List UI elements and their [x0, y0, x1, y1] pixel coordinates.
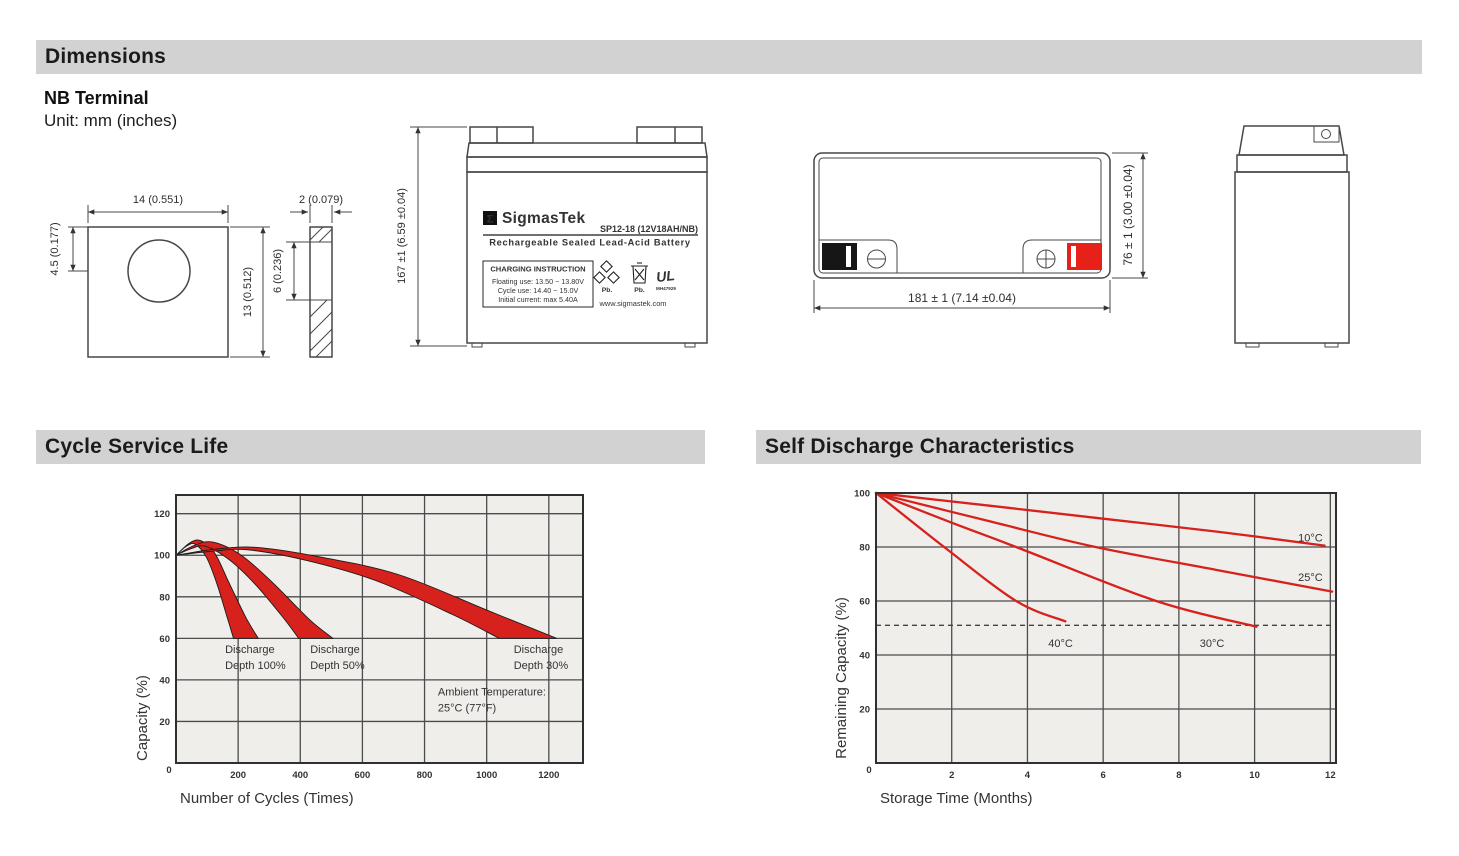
- series-label: 30°C: [1200, 638, 1225, 650]
- x-axis-title: Number of Cycles (Times): [180, 790, 354, 807]
- y-tick-label: 120: [154, 509, 170, 520]
- y-axis-title: Capacity (%): [134, 675, 151, 761]
- y-tick-label: 100: [854, 489, 870, 500]
- self-discharge-header: Self Discharge Characteristics: [756, 430, 1421, 464]
- x-axis-title: Storage Time (Months): [880, 790, 1033, 807]
- series-line-30-c: [874, 491, 1258, 628]
- plot-border: [875, 492, 1337, 764]
- series-line-40-c: [874, 491, 1067, 623]
- chart-annotation: Depth 100%: [225, 660, 286, 672]
- terminal-inner-height-dim: 6 (0.236): [272, 249, 284, 293]
- x-tick-label: 1200: [538, 770, 559, 781]
- charging-line1: Floating use: 13.50 ~ 13.80V: [492, 277, 584, 286]
- series-line-10-c: [874, 491, 1326, 547]
- y-tick-label: 20: [159, 717, 170, 728]
- chart-annotation: 25°C (77°F): [438, 702, 496, 714]
- battery-body: [466, 171, 708, 344]
- y-tick-label: 80: [159, 592, 170, 603]
- y-tick-label: 20: [859, 705, 870, 716]
- charging-line3: Initial current: max 5.40A: [498, 295, 578, 304]
- battery-label: Σ SigmasTek SP12-18 (12V18AH/NB) Recharg…: [482, 210, 698, 308]
- top-view-depth-dim: 76 ± 1 (3.00 ±0.04): [1121, 164, 1135, 265]
- x-tick-label: 0: [866, 765, 871, 776]
- terminal-detail-drawing: 14 (0.551) 4.5 (0.177) 13 (0.512) 2 (0.0…: [49, 194, 352, 358]
- y-tick-label: 60: [159, 634, 170, 645]
- band-discharge-depth-50-: [175, 541, 335, 639]
- plot-area: [876, 493, 1336, 763]
- x-tick-label: 10: [1249, 770, 1260, 781]
- charging-line2: Cycle use: 14.40 ~ 15.0V: [498, 286, 579, 295]
- y-tick-label: 100: [154, 551, 170, 562]
- x-tick-label: 800: [417, 770, 433, 781]
- battery-top-view: 181 ± 1 (7.14 ±0.04) 76 ± 1 (3.00 ±0.04): [813, 152, 1148, 313]
- series-label: 25°C: [1298, 572, 1323, 584]
- x-tick-label: 600: [354, 770, 370, 781]
- x-tick-label: 12: [1325, 770, 1336, 781]
- battery-height-dim: 167 ±1 (6.59 ±0.04): [396, 188, 408, 284]
- chart-annotation: Discharge: [225, 644, 275, 656]
- self-discharge-chart: 10°C 25°C 30°C 40°C 0 2 4 6 8 10 12 20 40 60 80 100 Stor…: [833, 489, 1337, 807]
- negative-terminal: [822, 243, 857, 270]
- pb-trash-label: Pb.: [634, 287, 645, 294]
- x-tick-label: 8: [1176, 770, 1181, 781]
- x-tick-label: 4: [1025, 770, 1031, 781]
- model-number: SP12-18 (12V18AH/NB): [600, 224, 698, 234]
- series-label: 40°C: [1048, 638, 1073, 650]
- series-label: 10°C: [1298, 533, 1323, 545]
- band-discharge-depth-30-: [175, 546, 557, 639]
- cycle-service-life-header: Cycle Service Life: [36, 430, 705, 464]
- terminal-front-face: [87, 226, 229, 358]
- y-tick-label: 40: [859, 651, 870, 662]
- battery-front-view: 167 ±1 (6.59 ±0.04) Σ SigmasTek SP12-18 …: [396, 126, 708, 348]
- unit-note: Unit: mm (inches): [44, 111, 178, 130]
- recycle-pb-icon: [593, 260, 620, 284]
- chart-annotation: Discharge: [514, 644, 564, 656]
- y-axis-title: Remaining Capacity (%): [833, 597, 850, 759]
- cycle-service-life-chart: 0 200 400 600 800 1000 1200 20 40 60 80 100 120 Disch…: [134, 494, 584, 807]
- y-tick-label: 80: [859, 543, 870, 554]
- x-tick-label: 6: [1101, 770, 1106, 781]
- x-tick-label: 2: [949, 770, 954, 781]
- x-tick-label: 0: [166, 765, 171, 776]
- chart-annotation: Ambient Temperature:: [438, 686, 546, 698]
- terminal-hole-offset-dim: 4.5 (0.177): [49, 222, 61, 275]
- series-line-25-c: [874, 491, 1334, 593]
- terminal-hole: [127, 239, 191, 303]
- charging-instruction-box: [482, 260, 594, 308]
- battery-side-view: [1234, 125, 1350, 348]
- website-text: www.sigmastek.com: [599, 299, 667, 308]
- y-tick-label: 60: [859, 597, 870, 608]
- brand-name: SigmasTek: [502, 210, 585, 227]
- chart-annotation: Depth 30%: [514, 660, 569, 672]
- battery-type-line: Rechargeable Sealed Lead-Acid Battery: [489, 238, 691, 248]
- x-tick-label: 1000: [476, 770, 497, 781]
- plot-border: [175, 494, 584, 764]
- charging-title: CHARGING INSTRUCTION: [490, 265, 585, 274]
- y-tick-label: 40: [159, 675, 170, 686]
- terminal-height-dim: 13 (0.512): [242, 267, 254, 317]
- x-tick-label: 400: [292, 770, 308, 781]
- ul-code: MH47929: [656, 286, 676, 291]
- terminal-side-slice: [309, 226, 333, 358]
- battery-cap: [466, 142, 708, 158]
- top-view-width-dim: 181 ± 1 (7.14 ±0.04): [908, 291, 1016, 305]
- battery-lid: [466, 156, 708, 173]
- ul-mark-icon: UL: [655, 267, 675, 285]
- pb-recycle-label: Pb.: [602, 287, 613, 294]
- chart-annotation: Discharge: [310, 644, 360, 656]
- terminal-width-dim: 14 (0.551): [133, 194, 183, 206]
- terminal-thickness-dim: 2 (0.079): [299, 194, 343, 206]
- nb-terminal-subtitle: NB Terminal: [44, 88, 149, 108]
- sigma-logo-icon: Σ: [487, 214, 494, 226]
- trash-pb-icon: [631, 262, 648, 284]
- x-tick-label: 200: [230, 770, 246, 781]
- band-discharge-depth-100-: [175, 539, 260, 639]
- dimensions-section-header: Dimensions: [36, 40, 1422, 74]
- chart-annotation: Depth 50%: [310, 660, 365, 672]
